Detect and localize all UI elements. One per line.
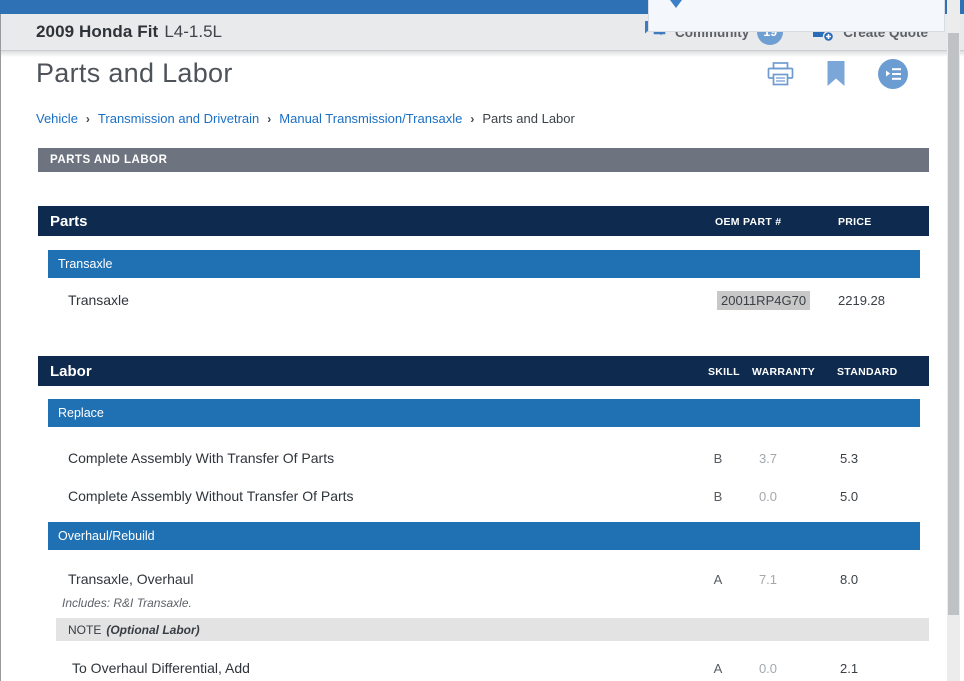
labor-skill: A bbox=[713, 571, 723, 587]
breadcrumb-link-vehicle[interactable]: Vehicle bbox=[36, 111, 78, 126]
page-title: Parts and Labor bbox=[36, 58, 233, 88]
part-description: Transaxle bbox=[68, 292, 129, 308]
breadcrumb-separator: › bbox=[267, 111, 272, 126]
scrollbar-thumb[interactable] bbox=[948, 33, 959, 615]
column-header-oem-part: OEM PART # bbox=[715, 216, 782, 228]
bookmark-icon[interactable] bbox=[826, 60, 846, 87]
labor-description: Transaxle, Overhaul bbox=[68, 571, 194, 587]
labor-table-title: Labor bbox=[50, 362, 92, 380]
search-dropdown-panel[interactable] bbox=[648, 0, 945, 32]
breadcrumb-current: Parts and Labor bbox=[482, 111, 575, 126]
column-header-warranty: WARRANTY bbox=[752, 366, 816, 378]
window-left-border bbox=[0, 14, 1, 681]
vehicle-title: 2009 Honda Fit bbox=[36, 22, 159, 41]
scrollbar-track[interactable] bbox=[947, 0, 960, 681]
optional-labor-note-bar: NOTE (Optional Labor) bbox=[56, 618, 929, 641]
labor-group-overhaul: Overhaul/Rebuild bbox=[48, 522, 920, 550]
labor-description: Complete Assembly Without Transfer Of Pa… bbox=[68, 488, 354, 504]
labor-description: Complete Assembly With Transfer Of Parts bbox=[68, 450, 335, 466]
parts-table-header: Parts OEM PART # PRICE bbox=[38, 206, 929, 236]
part-row-transaxle[interactable]: Transaxle 20011RP4G70 2219.28 bbox=[38, 278, 929, 322]
title-action-icons bbox=[767, 58, 908, 89]
vehicle-engine: L4-1.5L bbox=[164, 22, 222, 41]
printer-icon[interactable] bbox=[767, 61, 794, 86]
list-outline-icon[interactable] bbox=[878, 58, 908, 89]
labor-skill: A bbox=[713, 660, 723, 676]
note-prefix: NOTE bbox=[68, 622, 102, 637]
column-header-skill: SKILL bbox=[708, 366, 740, 378]
column-header-standard: STANDARD bbox=[837, 366, 898, 378]
note-emphasis: (Optional Labor) bbox=[106, 622, 200, 637]
labor-standard-hours: 8.0 bbox=[840, 571, 859, 587]
labor-includes-note: Includes: R&I Transaxle. bbox=[62, 596, 192, 610]
parts-table-title: Parts bbox=[50, 212, 88, 230]
labor-warranty-hours: 7.1 bbox=[758, 571, 778, 587]
search-caret-icon bbox=[670, 0, 682, 8]
part-number-highlighted[interactable]: 20011RP4G70 bbox=[717, 290, 811, 310]
labor-warranty-hours: 3.7 bbox=[758, 450, 778, 466]
header-shadow bbox=[1, 51, 964, 57]
labor-description: To Overhaul Differential, Add bbox=[72, 660, 250, 676]
part-price: 2219.28 bbox=[838, 292, 885, 308]
breadcrumb-separator: › bbox=[85, 111, 90, 126]
parts-and-labor-content: PARTS AND LABOR Parts OEM PART # PRICE T… bbox=[38, 148, 929, 681]
labor-group-replace: Replace bbox=[48, 399, 920, 427]
breadcrumb-link-manual-transaxle[interactable]: Manual Transmission/Transaxle bbox=[279, 111, 463, 126]
labor-row-without-transfer[interactable]: Complete Assembly Without Transfer Of Pa… bbox=[38, 477, 929, 515]
section-banner: PARTS AND LABOR bbox=[38, 148, 929, 172]
labor-row-transaxle-overhaul[interactable]: Transaxle, Overhaul A 7.1 8.0 bbox=[38, 560, 929, 598]
labor-skill: B bbox=[713, 450, 723, 466]
column-header-price: PRICE bbox=[838, 216, 872, 228]
labor-warranty-hours: 0.0 bbox=[758, 660, 778, 676]
breadcrumb: Vehicle › Transmission and Drivetrain › … bbox=[36, 111, 575, 126]
labor-standard-hours: 5.3 bbox=[840, 450, 859, 466]
parts-group-transaxle: Transaxle bbox=[48, 250, 920, 278]
labor-row-overhaul-differential[interactable]: To Overhaul Differential, Add A 0.0 2.1 bbox=[38, 649, 929, 681]
labor-standard-hours: 2.1 bbox=[840, 660, 859, 676]
title-row: Parts and Labor bbox=[36, 58, 908, 89]
breadcrumb-separator: › bbox=[470, 111, 475, 126]
labor-table-header: Labor SKILL WARRANTY STANDARD bbox=[38, 356, 929, 386]
labor-row-with-transfer[interactable]: Complete Assembly With Transfer Of Parts… bbox=[38, 439, 929, 477]
labor-warranty-hours: 0.0 bbox=[758, 488, 778, 504]
labor-standard-hours: 5.0 bbox=[840, 488, 859, 504]
breadcrumb-link-transmission[interactable]: Transmission and Drivetrain bbox=[97, 111, 260, 126]
labor-skill: B bbox=[713, 488, 723, 504]
